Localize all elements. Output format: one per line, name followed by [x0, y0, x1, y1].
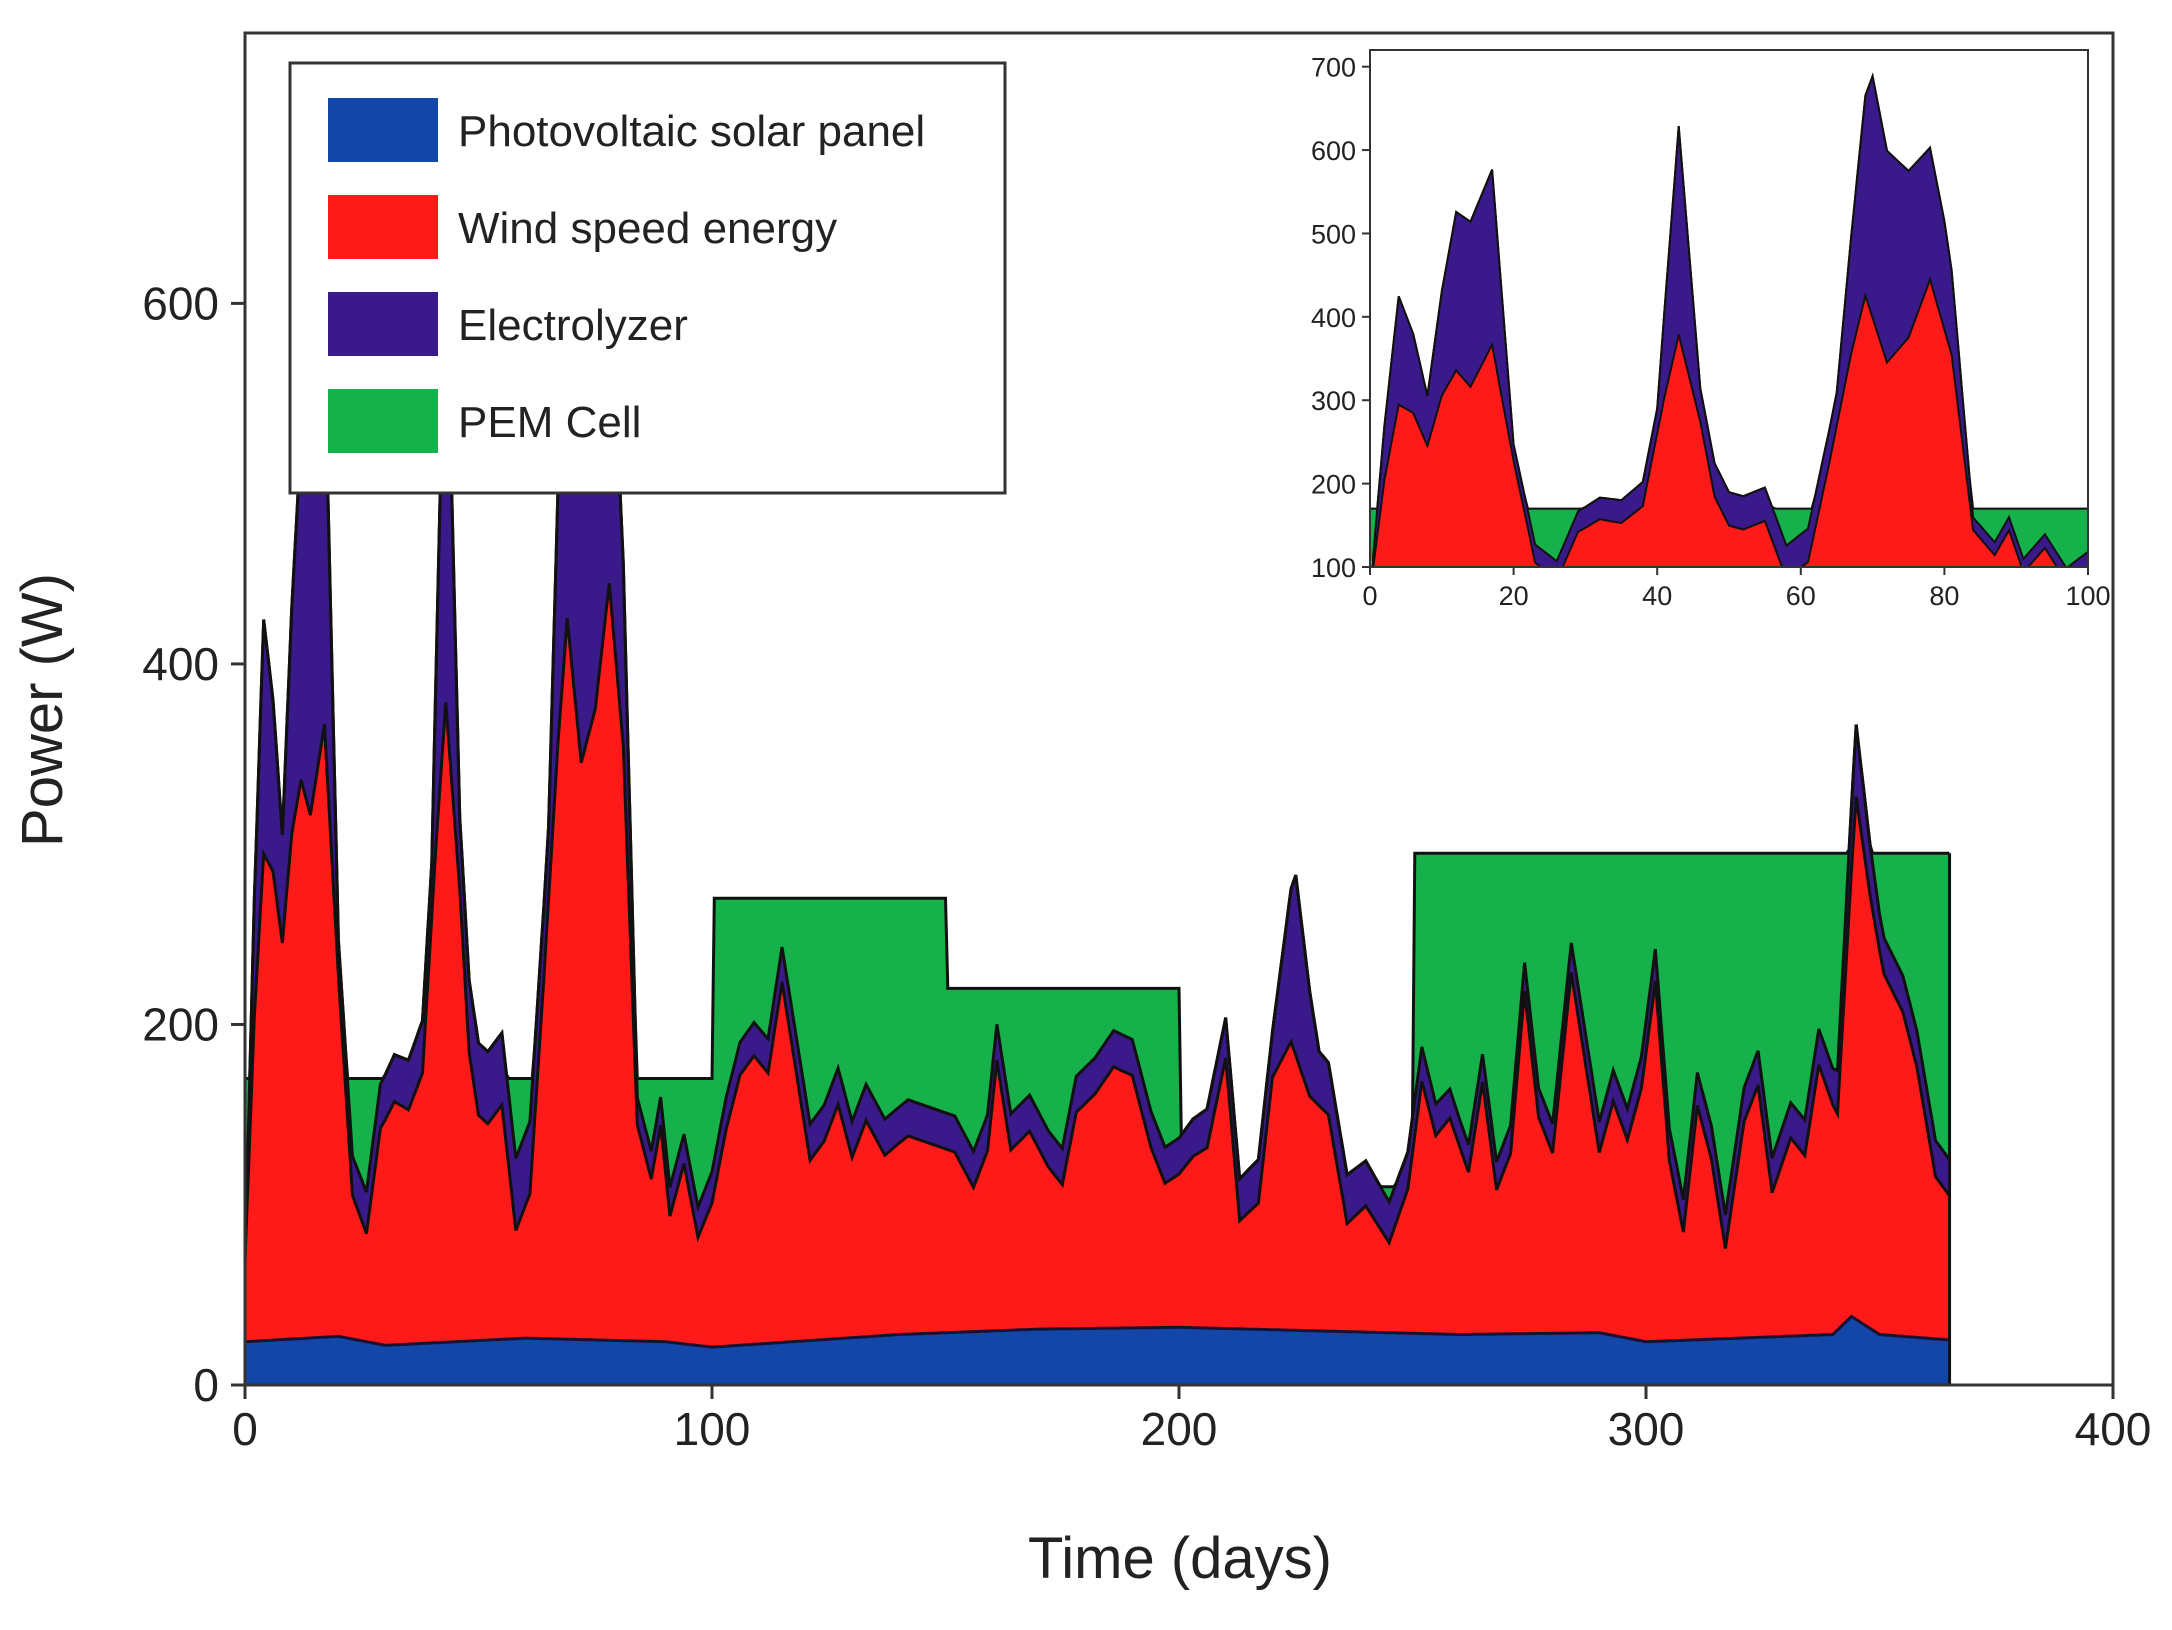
main-electrolyzer-line [245, 143, 1951, 1261]
legend-label-2: Wind speed energy [458, 204, 837, 253]
inset-y-tick-label: 500 [1311, 219, 1356, 249]
legend-label-3: Electrolyzer [458, 301, 688, 350]
inset-pv-line [1370, 628, 2088, 633]
main-x-tick-label: 0 [232, 1403, 258, 1455]
inset-x-tick-label: 60 [1786, 581, 1816, 611]
main-wind-line [245, 583, 1951, 1261]
legend-label-4: PEM Cell [458, 398, 641, 447]
main-pv-area [245, 1316, 1950, 1385]
inset-x-tick-label: 80 [1929, 581, 1959, 611]
inset-plot-area: 0 20 40 60 80 100 100 200 300 400 500 600 700 [1311, 49, 2111, 633]
inset-x-tick-label: 20 [1499, 581, 1529, 611]
inset-y-tick-label: 300 [1311, 386, 1356, 416]
inset-pem-line [1370, 72, 2088, 510]
legend-swatch-2 [328, 195, 438, 259]
inset-pv-area [1370, 567, 2088, 633]
inset-frame [1369, 49, 2089, 568]
main-pem-cell-area [245, 143, 1950, 1261]
inset-x-tick-label: 0 [1362, 581, 1377, 611]
inset-x-tick-label: 40 [1642, 581, 1672, 611]
inset-y-tick-label: 400 [1311, 303, 1356, 333]
x-axis-title: Time (days) [1028, 1526, 1332, 1591]
y-axis-title: Power (W) [10, 573, 75, 847]
inset-y-tick-label: 100 [1311, 553, 1356, 583]
inset-electrolyzer-area [1370, 76, 2088, 567]
legend: Photovoltaic solar panel Wind speed energ… [288, 61, 1007, 495]
inset-wind-line [1372, 276, 2088, 567]
inset-series-group [1370, 72, 2088, 633]
main-y-tick-label: 0 [193, 1359, 219, 1411]
main-pv-line [245, 1314, 1950, 1349]
inset-y-tick-label: 200 [1311, 470, 1356, 500]
main-series-group [245, 143, 1952, 1385]
main-x-tick-label: 100 [674, 1403, 751, 1455]
legend-label-1: Photovoltaic solar panel [458, 107, 925, 156]
main-x-tick-label: 300 [1608, 1403, 1685, 1455]
legend-swatch-4 [328, 389, 438, 453]
inset-wind-area [1370, 279, 2088, 567]
main-y-tick-label: 600 [142, 277, 219, 329]
legend-swatch-1 [328, 98, 438, 162]
main-y-tick-label: 200 [142, 998, 219, 1050]
inset-x-tick-label: 100 [2065, 581, 2110, 611]
inset-pem-cell-area [1370, 76, 2088, 567]
main-wind-area [245, 583, 1950, 1348]
inset-y-tick-label: 700 [1311, 53, 1356, 83]
main-y-tick-label: 400 [142, 638, 219, 690]
legend-swatch-3 [328, 292, 438, 356]
inset-y-tick-label: 600 [1311, 136, 1356, 166]
main-x-tick-label: 400 [2075, 1403, 2152, 1455]
main-pem-line [245, 143, 1950, 1189]
main-x-tick-label: 200 [1141, 1403, 1218, 1455]
